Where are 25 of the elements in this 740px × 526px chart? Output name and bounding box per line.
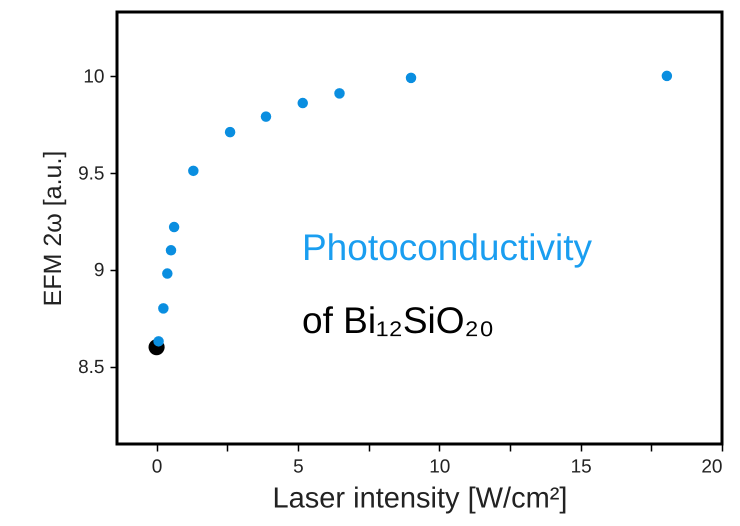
- point: [297, 98, 308, 108]
- point: [188, 166, 199, 176]
- x-tick-label: 0: [152, 456, 162, 478]
- y-tick-label: 9.5: [78, 163, 104, 184]
- x-tick-label: 10: [429, 456, 450, 478]
- x-tick-label: 20: [701, 456, 722, 478]
- annotation: Photoconductivity: [302, 227, 592, 268]
- point: [158, 303, 169, 314]
- y-tick-label: 8.5: [78, 357, 104, 378]
- point: [406, 72, 416, 84]
- y-axis-title: EFM 2ω [a.u.]: [39, 150, 68, 306]
- point: [166, 245, 176, 256]
- y-tick-label: 10: [83, 66, 104, 88]
- point: [224, 126, 236, 138]
- y-tick-label: 9: [94, 260, 104, 282]
- point: [162, 268, 173, 279]
- point: [168, 222, 180, 232]
- point: [260, 111, 272, 122]
- point: [334, 88, 345, 99]
- x-axis-title: Laser intensity [W/cm²]: [272, 482, 568, 514]
- annotation: of Bi₁₂SiO₂₀: [302, 300, 494, 341]
- point: [153, 336, 164, 347]
- x-tick-label: 5: [293, 456, 304, 478]
- x-tick-label: 15: [570, 456, 592, 478]
- point: [662, 70, 672, 82]
